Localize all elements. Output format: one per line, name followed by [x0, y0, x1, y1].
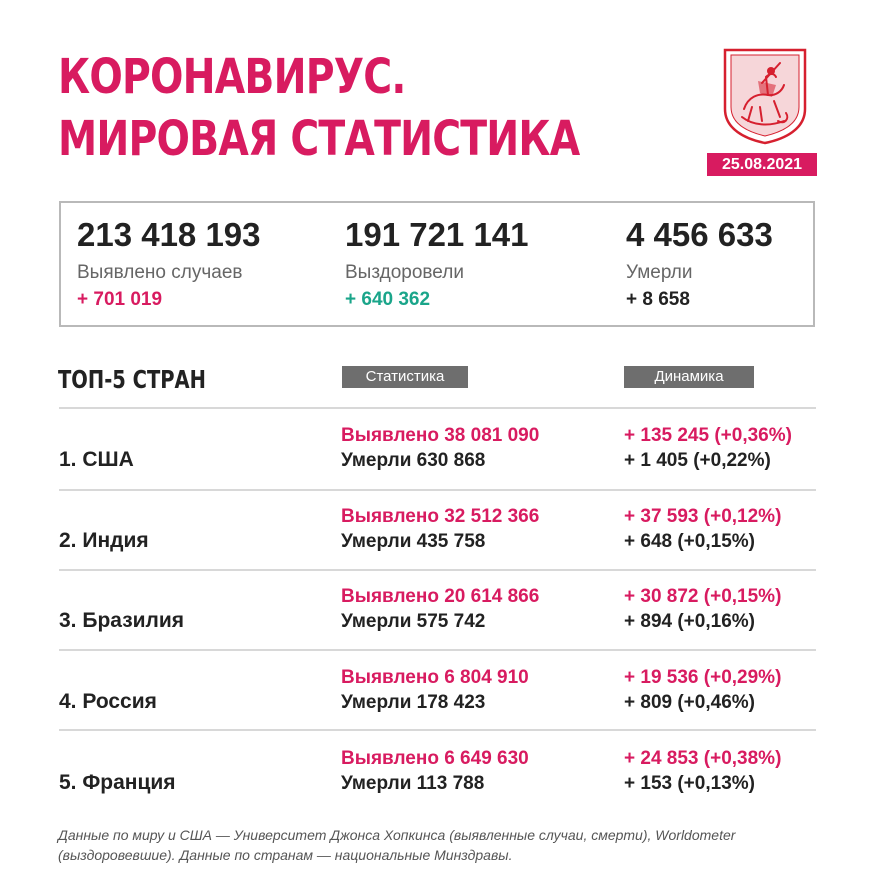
cases-dynamics-cell: + 30 872 (+0,15%) [624, 586, 782, 607]
column-header-dynamics: Динамика [624, 366, 754, 388]
deaths-dynamics-cell: + 894 (+0,16%) [624, 611, 755, 632]
deaths-dynamics-cell: + 153 (+0,13%) [624, 773, 755, 794]
cases-cell: Выявлено 38 081 090 [341, 425, 540, 446]
table-row: 4. Россия Выявлено 6 804 910 Умерли 178 … [0, 667, 886, 747]
moscow-coat-of-arms-icon [723, 48, 807, 145]
column-header-statistics: Статистика [342, 366, 468, 388]
deaths-dynamics-cell: + 648 (+0,15%) [624, 531, 755, 552]
cases-cell: Выявлено 20 614 866 [341, 586, 540, 607]
country-name: 5. Франция [59, 771, 176, 794]
cases-delta: + 701 019 [77, 289, 163, 310]
recovered-total: 191 721 141 [345, 216, 529, 253]
deaths-total: 4 456 633 [626, 216, 773, 253]
cases-cell: Выявлено 32 512 366 [341, 506, 540, 527]
table-row: 2. Индия Выявлено 32 512 366 Умерли 435 … [0, 506, 886, 586]
divider [59, 407, 816, 409]
deaths-cell: Умерли 113 788 [341, 773, 485, 794]
date-badge: 25.08.2021 [707, 153, 817, 176]
country-name: 2. Индия [59, 529, 149, 552]
table-row: 3. Бразилия Выявлено 20 614 866 Умерли 5… [0, 586, 886, 666]
country-name: 4. Россия [59, 690, 157, 713]
divider [59, 569, 816, 571]
world-summary-box: 213 418 193 Выявлено случаев + 701 019 1… [59, 201, 815, 327]
page-title: КОРОНАВИРУС. МИРОВАЯ СТАТИСТИКА [58, 46, 580, 170]
deaths-label: Умерли [626, 262, 693, 283]
cases-dynamics-cell: + 37 593 (+0,12%) [624, 506, 782, 527]
divider [59, 649, 816, 651]
recovered-label: Выздоровели [345, 262, 464, 283]
country-name: 1. США [59, 448, 134, 471]
deaths-dynamics-cell: + 1 405 (+0,22%) [624, 450, 771, 471]
cases-dynamics-cell: + 24 853 (+0,38%) [624, 748, 782, 769]
cases-dynamics-cell: + 135 245 (+0,36%) [624, 425, 792, 446]
source-footnote: Данные по миру и США — Университет Джонс… [58, 827, 736, 863]
deaths-cell: Умерли 178 423 [341, 692, 486, 713]
deaths-cell: Умерли 630 868 [341, 450, 486, 471]
title-line-2: МИРОВАЯ СТАТИСТИКА [58, 111, 580, 167]
table-row: 5. Франция Выявлено 6 649 630 Умерли 113… [0, 748, 886, 828]
deaths-cell: Умерли 575 742 [341, 611, 486, 632]
cases-cell: Выявлено 6 804 910 [341, 667, 529, 688]
cases-total: 213 418 193 [77, 216, 261, 253]
country-name: 3. Бразилия [59, 609, 185, 632]
deaths-dynamics-cell: + 809 (+0,46%) [624, 692, 755, 713]
divider [59, 489, 816, 491]
table-row: 1. США Выявлено 38 081 090 Умерли 630 86… [0, 425, 886, 505]
cases-cell: Выявлено 6 649 630 [341, 748, 529, 769]
recovered-delta: + 640 362 [345, 289, 431, 310]
cases-dynamics-cell: + 19 536 (+0,29%) [624, 667, 782, 688]
cases-label: Выявлено случаев [77, 262, 243, 283]
top5-heading: ТОП-5 СТРАН [58, 365, 206, 394]
deaths-cell: Умерли 435 758 [341, 531, 486, 552]
divider [59, 729, 816, 731]
title-line-1: КОРОНАВИРУС. [58, 49, 406, 105]
deaths-delta: + 8 658 [626, 289, 690, 310]
